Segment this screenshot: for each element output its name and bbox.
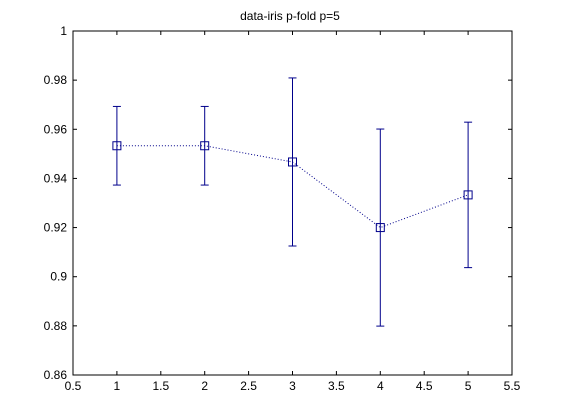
y-tick-label: 0.9: [50, 270, 67, 284]
x-tick-label: 3: [289, 379, 296, 393]
series-layer: [112, 77, 473, 327]
x-axis: 0.5 1 1.5 2 2.5 3 3.5 4 4.5 5 5.5: [65, 31, 521, 393]
data-point-marker: [200, 141, 210, 151]
data-point-marker: [112, 141, 122, 151]
x-tick-label: 3.5: [328, 379, 345, 393]
x-tick-label: 2.5: [240, 379, 257, 393]
y-tick-label: 0.96: [44, 122, 68, 136]
y-tick-label: 0.92: [44, 221, 68, 235]
y-tick-label: 0.86: [44, 368, 68, 382]
y-tick-label: 1: [60, 24, 67, 38]
y-tick-label: 0.98: [44, 73, 68, 87]
x-tick-label: 5: [465, 379, 472, 393]
data-point-marker: [375, 223, 385, 233]
chart-title: data-iris p-fold p=5: [240, 9, 340, 23]
data-point-marker: [288, 157, 297, 167]
x-tick-label: 1: [114, 379, 121, 393]
data-point-marker: [463, 190, 473, 200]
x-tick-label: 1.5: [152, 379, 169, 393]
x-tick-label: 5.5: [504, 379, 521, 393]
y-tick-label: 0.94: [44, 171, 68, 185]
y-axis: 0.86 0.88 0.9 0.92 0.94 0.96 0.98 1: [44, 24, 512, 382]
y-tick-label: 0.88: [44, 319, 68, 333]
x-tick-label: 4.5: [416, 379, 433, 393]
x-tick-label: 4: [377, 379, 384, 393]
x-tick-label: 0.5: [65, 379, 82, 393]
x-tick-label: 2: [201, 379, 208, 393]
